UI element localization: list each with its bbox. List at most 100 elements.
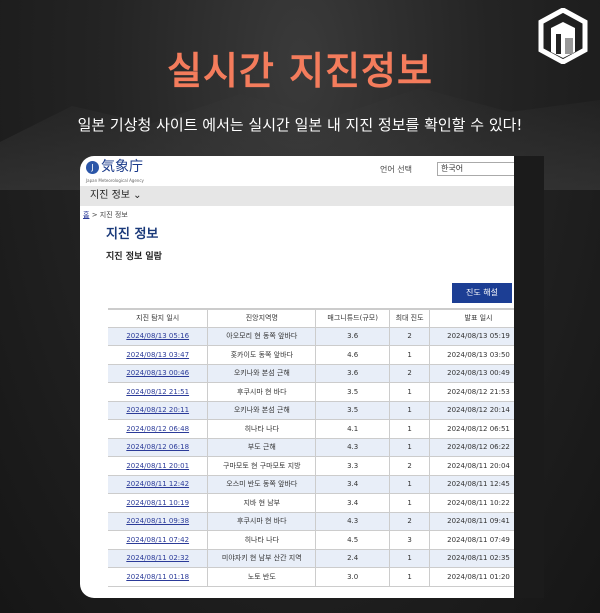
table-row: 2024/08/12 20:11 오키나와 본섬 근해 3.5 1 2024/08/12… [108,401,528,420]
announce-time-cell: 2024/08/11 20:04 [429,456,528,476]
epicenter-cell: 후쿠시마 현 바다 [207,512,317,531]
magnitude-cell: 4.3 [315,512,391,531]
table-row: 2024/08/13 03:47 홋카이도 동쪽 앞바다 4.6 1 2024/08/1… [108,345,528,365]
table-row: 2024/08/11 10:19 지바 현 남부 3.4 1 2024/08/11 10… [108,493,528,513]
detection-time-cell: 2024/08/12 06:48 [108,419,209,439]
detection-time-cell: 2024/08/11 12:42 [108,475,209,494]
detection-time-link[interactable]: 2024/08/11 12:42 [126,480,190,489]
detection-time-link[interactable]: 2024/08/11 07:42 [126,535,190,544]
detection-time-cell: 2024/08/13 03:47 [108,345,209,365]
detection-time-link[interactable]: 2024/08/11 20:01 [126,461,190,470]
max-intensity-cell: 1 [389,401,431,420]
table-row: 2024/08/12 06:48 히나타 나다 4.1 1 2024/08/12 06:… [108,419,528,439]
table-row: 2024/08/13 00:46 오키나와 본섬 근해 3.6 2 2024/08/13… [108,364,528,383]
detection-time-cell: 2024/08/11 09:38 [108,512,209,531]
logo-text: 気象庁 [101,159,143,175]
logo-subtext: Japan Meteorological Agency [86,178,144,183]
announce-time-cell: 2024/08/12 20:14 [429,401,528,420]
subheadline: 일본 기상청 사이트 에서는 실시간 일본 내 지진 정보를 확인할 수 있다! [77,116,523,134]
detection-time-cell: 2024/08/11 07:42 [108,530,209,550]
intensity-guide-button[interactable]: 진도 해설 [452,283,512,303]
detection-time-cell: 2024/08/12 21:51 [108,382,209,402]
panel-edge-shadow [514,156,544,598]
max-intensity-cell: 2 [389,327,431,346]
announce-time-cell: 2024/08/11 02:35 [429,549,528,568]
max-intensity-cell: 3 [389,530,431,550]
epicenter-cell: 오키나와 본섬 근해 [207,364,317,383]
detection-time-link[interactable]: 2024/08/11 09:38 [126,517,190,526]
table-row: 2024/08/11 12:42 오스미 반도 동쪽 앞바다 3.4 1 2024/08… [108,475,528,494]
jma-screenshot: J 気象庁 Japan Meteorological Agency 언어 선택 한… [80,156,535,598]
announce-time-cell: 2024/08/12 21:53 [429,382,528,402]
announce-time-cell: 2024/08/13 03:50 [429,345,528,365]
detection-time-cell: 2024/08/13 00:46 [108,364,209,383]
table-row: 2024/08/12 21:51 후쿠시마 현 바다 3.5 1 2024/08/12 … [108,382,528,402]
cube-logo-icon [538,8,588,64]
announce-time-cell: 2024/08/12 06:22 [429,438,528,457]
magnitude-cell: 4.5 [315,530,391,550]
detection-time-link[interactable]: 2024/08/13 05:16 [126,332,190,341]
detection-time-cell: 2024/08/11 10:19 [108,493,209,513]
table-row: 2024/08/12 06:18 부도 근해 4.3 1 2024/08/12 06:2… [108,438,528,457]
table-row: 2024/08/11 02:32 미야자키 현 남부 산간 지역 2.4 1 2024/… [108,549,528,568]
magnitude-cell: 4.6 [315,345,391,365]
earthquake-table: 지진 탐지 일시 진앙지역명 매그니튜드(규모) 최대 진도 발표 일시 2024/08… [108,308,528,587]
detection-time-cell: 2024/08/11 01:18 [108,567,209,587]
detection-time-link[interactable]: 2024/08/11 01:18 [126,572,190,581]
detection-time-cell: 2024/08/12 06:18 [108,438,209,457]
max-intensity-cell: 1 [389,567,431,587]
breadcrumb-current: > 지진 정보 [91,211,128,219]
magnitude-cell: 4.3 [315,438,391,457]
language-select[interactable]: 한국어 [437,162,517,176]
chevron-down-icon: ⌄ [133,190,142,201]
detection-time-cell: 2024/08/13 05:16 [108,327,209,346]
max-intensity-cell: 1 [389,419,431,439]
jma-logo[interactable]: J 気象庁 [86,159,143,175]
column-header: 발표 일시 [429,308,528,328]
magnitude-cell: 3.3 [315,456,391,476]
detection-time-link[interactable]: 2024/08/13 03:47 [126,350,190,359]
max-intensity-cell: 1 [389,549,431,568]
announce-time-cell: 2024/08/13 00:49 [429,364,528,383]
epicenter-cell: 오스미 반도 동쪽 앞바다 [207,475,317,494]
column-header: 최대 진도 [389,308,431,328]
detection-time-cell: 2024/08/12 20:11 [108,401,209,420]
detection-time-cell: 2024/08/11 02:32 [108,549,209,568]
announce-time-cell: 2024/08/11 07:49 [429,530,528,550]
section-title: 지진 정보 일람 [106,252,162,262]
table-row: 2024/08/11 01:18 노토 반도 3.0 1 2024/08/11 01:2… [108,567,528,587]
max-intensity-cell: 1 [389,438,431,457]
announce-time-cell: 2024/08/11 10:22 [429,493,528,513]
breadcrumb-home[interactable]: 홈 [83,211,90,219]
epicenter-cell: 히나타 나다 [207,530,317,550]
table-row: 2024/08/11 20:01 구마모토 현 구마모토 지방 3.3 2 2024/0… [108,456,528,476]
table-row: 2024/08/11 07:42 히나타 나다 4.5 3 2024/08/11 07:… [108,530,528,550]
detection-time-link[interactable]: 2024/08/12 06:48 [126,424,190,433]
language-label: 언어 선택 [380,165,412,174]
magnitude-cell: 4.1 [315,419,391,439]
max-intensity-cell: 1 [389,382,431,402]
detection-time-link[interactable]: 2024/08/12 06:18 [126,443,190,452]
detection-time-link[interactable]: 2024/08/11 02:32 [126,554,190,563]
epicenter-cell: 아오모리 현 동쪽 앞바다 [207,327,317,346]
epicenter-cell: 히나타 나다 [207,419,317,439]
nav-earthquake-menu[interactable]: 지진 정보 ⌄ [80,186,535,206]
epicenter-cell: 미야자키 현 남부 산간 지역 [207,549,317,568]
epicenter-cell: 부도 근해 [207,438,317,457]
column-header: 진앙지역명 [207,308,317,328]
epicenter-cell: 후쿠시마 현 바다 [207,382,317,402]
max-intensity-cell: 2 [389,512,431,531]
detection-time-link[interactable]: 2024/08/12 21:51 [126,387,190,396]
announce-time-cell: 2024/08/13 05:19 [429,327,528,346]
column-header: 매그니튜드(규모) [315,308,391,328]
max-intensity-cell: 1 [389,475,431,494]
magnitude-cell: 3.6 [315,327,391,346]
magnitude-cell: 2.4 [315,549,391,568]
detection-time-link[interactable]: 2024/08/12 20:11 [126,406,190,415]
max-intensity-cell: 1 [389,493,431,513]
detection-time-link[interactable]: 2024/08/11 10:19 [126,498,190,507]
announce-time-cell: 2024/08/12 06:51 [429,419,528,439]
nav-label: 지진 정보 [90,190,130,201]
jma-emblem-icon: J [86,160,99,174]
detection-time-link[interactable]: 2024/08/13 00:46 [126,369,190,378]
